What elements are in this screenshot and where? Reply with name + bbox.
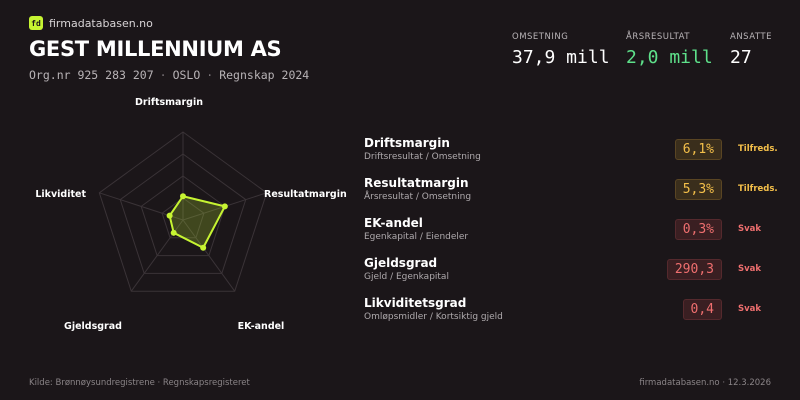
metric-formula: Driftsresultat / Omsetning [364,152,481,162]
metric-row: Resultatmargin Årsresultat / Omsetning 5,3… [364,176,784,216]
meta-separator: · [159,68,167,82]
metric-name: EK-andel [364,216,423,230]
metric-name: Driftsmargin [364,136,450,150]
company-meta: Org.nr 925 283 207 · OSLO · Regnskap 2024 [29,68,309,82]
metric-status: Svak [738,304,762,314]
kpi-label: ANSATTE [730,32,772,42]
radar-point [170,229,177,236]
metric-status: Tilfreds. [738,144,778,154]
footer-site-date: firmadatabasen.no · 12.3.2026 [639,378,771,388]
metric-value-badge: 290,3 [666,259,722,280]
metric-value-badge: 6,1% [674,139,722,160]
metric-value-badge: 0,3% [674,219,722,240]
metric-row: Driftsmargin Driftsresultat / Omsetning 6,… [364,136,784,176]
metric-row: Likviditetsgrad Omløpsmidler / Kortsiktig… [364,296,784,336]
metric-row: EK-andel Egenkapital / Eiendeler 0,3% Svak [364,216,784,256]
metric-status: Svak [738,224,762,234]
meta-separator: · [206,68,214,82]
metric-formula: Egenkapital / Eiendeler [364,232,469,242]
radar-axis-line [182,219,236,292]
company-name: GEST MILLENNIUM AS [29,37,282,61]
radar-axis-label: EK-andel [238,321,285,332]
radar-grid-ring [119,153,247,274]
radar-point [221,203,228,210]
radar-grid-ring [98,131,268,292]
kpi-group: OMSETNING 37,9 mill ÅRSRESULTAT 2,0 mill… [512,32,780,68]
company-city: OSLO [172,68,201,82]
kpi-label: ÅRSRESULTAT [626,32,690,42]
brand-logo-icon: fd [29,16,43,30]
radar-axis-label: Driftsmargin [135,97,203,108]
radar-point [166,212,173,219]
radar-point [200,244,207,251]
metric-value-badge: 0,4 [682,299,722,320]
metric-status: Svak [738,264,762,274]
metric-name: Gjeldsgrad [364,256,438,270]
metric-value-badge: 5,3% [674,179,722,200]
kpi-value: 27 [730,47,752,68]
brand: fd firmadatabasen.no [29,16,153,30]
metric-formula: Årsresultat / Omsetning [364,192,472,202]
metric-row: Gjeldsgrad Gjeld / Egenkapital 290,3 Svak [364,256,784,296]
kpi-annual-result: ÅRSRESULTAT 2,0 mill [626,32,730,68]
kpi-value: 2,0 mill [626,47,713,68]
kpi-revenue: OMSETNING 37,9 mill [512,32,626,68]
org-number: Org.nr 925 283 207 [29,68,154,82]
radar-grid-ring [140,175,226,257]
metric-status: Tilfreds. [738,184,778,194]
kpi-value: 37,9 mill [512,47,610,68]
radar-axis-label: Resultatmargin [264,189,347,200]
metric-formula: Gjeld / Egenkapital [364,272,449,282]
radar-chart: Driftsmargin Resultatmargin EK-andel Gjelds… [35,97,347,332]
brand-name[interactable]: firmadatabasen.no [49,16,153,30]
report-year: Regnskap 2024 [219,68,310,82]
radar-axis-label: Gjeldsgrad [64,321,122,332]
metric-name: Likviditetsgrad [364,296,467,310]
radar-axis-label: Likviditet [35,189,86,200]
footer-source: Kilde: Brønnøysundregistrene · Regnskaps… [29,378,250,388]
kpi-employees: ANSATTE 27 [730,32,780,68]
metric-name: Resultatmargin [364,176,469,190]
radar-series-area [168,195,226,249]
metrics-list: Driftsmargin Driftsresultat / Omsetning 6,… [364,136,784,336]
metric-formula: Omløpsmidler / Kortsiktig gjeld [364,312,503,322]
radar-point [180,193,186,200]
kpi-label: OMSETNING [512,32,569,42]
